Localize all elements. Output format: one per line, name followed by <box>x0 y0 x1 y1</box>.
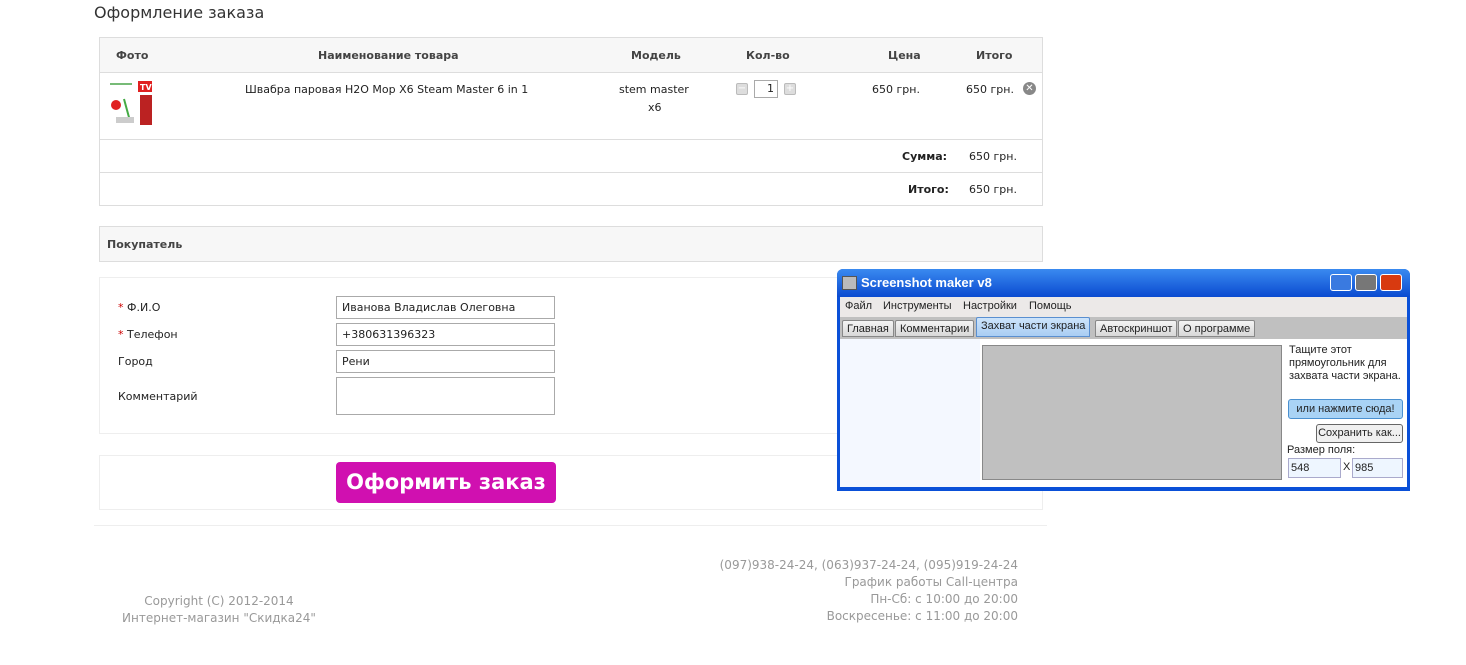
place-order-button[interactable]: Оформить заказ <box>336 462 556 503</box>
sum-value: 650 грн. <box>969 150 1017 163</box>
required-mark: * <box>118 328 124 341</box>
menu-file[interactable]: Файл <box>845 300 873 312</box>
left-pane <box>840 339 980 487</box>
tab-main[interactable]: Главная <box>842 320 894 337</box>
cart-row: TV Швабра паровая H2O Mop X6 Steam Maste… <box>100 73 1042 140</box>
times-sign: X <box>1343 461 1351 473</box>
product-image[interactable]: TV <box>110 81 154 127</box>
sunday-hours: Воскресенье: с 11:00 до 20:00 <box>826 609 1018 623</box>
cart-table: Фото Наименование товара Модель Кол-во Ц… <box>99 37 1043 206</box>
weekday-hours: Пн-Сб: с 10:00 до 20:00 <box>870 592 1018 606</box>
capture-button[interactable]: или нажмите сюда! <box>1288 399 1403 419</box>
shop-name: Интернет-магазин "Скидка24" <box>122 611 316 625</box>
menu-bar: Файл Инструменты Настройки Помощь <box>840 297 1407 317</box>
header-name: Наименование товара <box>318 49 459 62</box>
header-photo: Фото <box>116 49 149 62</box>
footer-right: (097)938-24-24, (063)937-24-24, (095)919… <box>618 557 1018 625</box>
phone-input[interactable]: +380631396323 <box>336 323 555 346</box>
schedule-title: График работы Call-центра <box>844 575 1019 589</box>
footer-divider <box>94 525 1047 526</box>
tab-bar: Главная Комментарии Захват части экрана … <box>840 317 1407 339</box>
app-icon <box>842 276 857 290</box>
fio-input[interactable]: Иванова Владислав Олеговна <box>336 296 555 319</box>
phones: (097)938-24-24, (063)937-24-24, (095)919… <box>719 558 1018 572</box>
decrease-qty-button[interactable]: − <box>736 83 748 95</box>
tab-capture-area[interactable]: Захват части экрана <box>976 317 1091 337</box>
comment-textarea[interactable] <box>336 377 555 415</box>
increase-qty-button[interactable]: + <box>784 83 796 95</box>
size-label: Размер поля: <box>1287 444 1356 456</box>
product-name[interactable]: Швабра паровая H2O Mop X6 Steam Master 6… <box>245 83 529 96</box>
qty-input[interactable]: 1 <box>754 80 778 98</box>
minimize-button[interactable] <box>1330 274 1352 291</box>
sum-row: Сумма: 650 грн. <box>100 140 1042 173</box>
city-label: Город <box>118 355 153 368</box>
capture-rectangle[interactable] <box>982 345 1282 480</box>
tab-comments[interactable]: Комментарии <box>895 320 975 337</box>
menu-settings[interactable]: Настройки <box>963 300 1017 312</box>
header-model: Модель <box>631 49 681 62</box>
close-button[interactable] <box>1380 274 1402 291</box>
city-input[interactable]: Рени <box>336 350 555 373</box>
product-model: stem master <box>619 83 689 96</box>
cart-header: Фото Наименование товара Модель Кол-во Ц… <box>100 38 1042 73</box>
screenshot-maker-window: Screenshot maker v8 Файл Инструменты Нас… <box>837 269 1410 491</box>
capture-panel: Тащите этот прямоугольник для захвата ча… <box>840 339 1407 487</box>
fio-label: * Ф.И.О <box>118 301 160 314</box>
tab-about[interactable]: О программе <box>1178 320 1256 337</box>
buyer-section-title: Покупатель <box>99 226 1043 262</box>
svg-text:TV: TV <box>140 83 152 92</box>
height-spinner[interactable]: 985 <box>1352 458 1403 478</box>
product-price: 650 грн. <box>872 83 920 96</box>
comment-label: Комментарий <box>118 390 198 403</box>
tab-autoscreenshot[interactable]: Автоскриншот <box>1095 320 1178 337</box>
buyer-form: * Ф.И.О Иванова Владислав Олеговна * Тел… <box>99 277 1043 434</box>
maximize-button[interactable] <box>1355 274 1377 291</box>
header-total: Итого <box>976 49 1013 62</box>
header-qty: Кол-во <box>746 49 790 62</box>
phone-label: * Телефон <box>118 328 178 341</box>
fio-label-text: Ф.И.О <box>127 301 161 314</box>
total-value: 650 грн. <box>969 183 1017 196</box>
copyright: Copyright (C) 2012-2014 <box>144 594 294 608</box>
sum-label: Сумма: <box>902 150 948 163</box>
width-spinner[interactable]: 548 <box>1288 458 1341 478</box>
hint-text: Тащите этот прямоугольник для захвата ча… <box>1289 344 1401 382</box>
save-as-button[interactable]: Сохранить как... <box>1316 424 1403 443</box>
product-total: 650 грн. <box>966 83 1014 96</box>
menu-tools[interactable]: Инструменты <box>883 300 952 312</box>
total-row: Итого: 650 грн. <box>100 173 1042 206</box>
remove-icon[interactable]: ✕ <box>1023 82 1036 95</box>
page-title: Оформление заказа <box>94 3 265 22</box>
footer-left: Copyright (C) 2012-2014 Интернет-магазин… <box>100 593 338 627</box>
header-price: Цена <box>888 49 921 62</box>
menu-help[interactable]: Помощь <box>1029 300 1072 312</box>
total-label: Итого: <box>908 183 949 196</box>
required-mark: * <box>118 301 124 314</box>
phone-label-text: Телефон <box>127 328 178 341</box>
product-model-line2: x6 <box>648 101 662 114</box>
window-title: Screenshot maker v8 <box>837 269 1410 297</box>
